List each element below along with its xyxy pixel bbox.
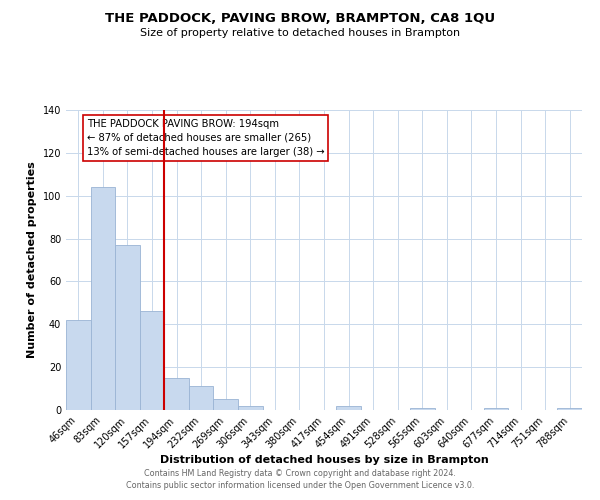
Bar xyxy=(91,187,115,410)
Text: THE PADDOCK, PAVING BROW, BRAMPTON, CA8 1QU: THE PADDOCK, PAVING BROW, BRAMPTON, CA8 … xyxy=(105,12,495,26)
Text: THE PADDOCK PAVING BROW: 194sqm
← 87% of detached houses are smaller (265)
13% o: THE PADDOCK PAVING BROW: 194sqm ← 87% of… xyxy=(86,119,324,157)
Bar xyxy=(164,378,189,410)
Text: Contains public sector information licensed under the Open Government Licence v3: Contains public sector information licen… xyxy=(126,481,474,490)
Y-axis label: Number of detached properties: Number of detached properties xyxy=(27,162,37,358)
Bar xyxy=(66,320,91,410)
Bar xyxy=(484,408,508,410)
Bar xyxy=(557,408,582,410)
Bar xyxy=(115,245,140,410)
X-axis label: Distribution of detached houses by size in Brampton: Distribution of detached houses by size … xyxy=(160,456,488,466)
Text: Size of property relative to detached houses in Brampton: Size of property relative to detached ho… xyxy=(140,28,460,38)
Bar xyxy=(140,312,164,410)
Bar xyxy=(410,408,434,410)
Bar xyxy=(238,406,263,410)
Text: Contains HM Land Registry data © Crown copyright and database right 2024.: Contains HM Land Registry data © Crown c… xyxy=(144,468,456,477)
Bar xyxy=(336,406,361,410)
Bar xyxy=(189,386,214,410)
Bar xyxy=(214,400,238,410)
